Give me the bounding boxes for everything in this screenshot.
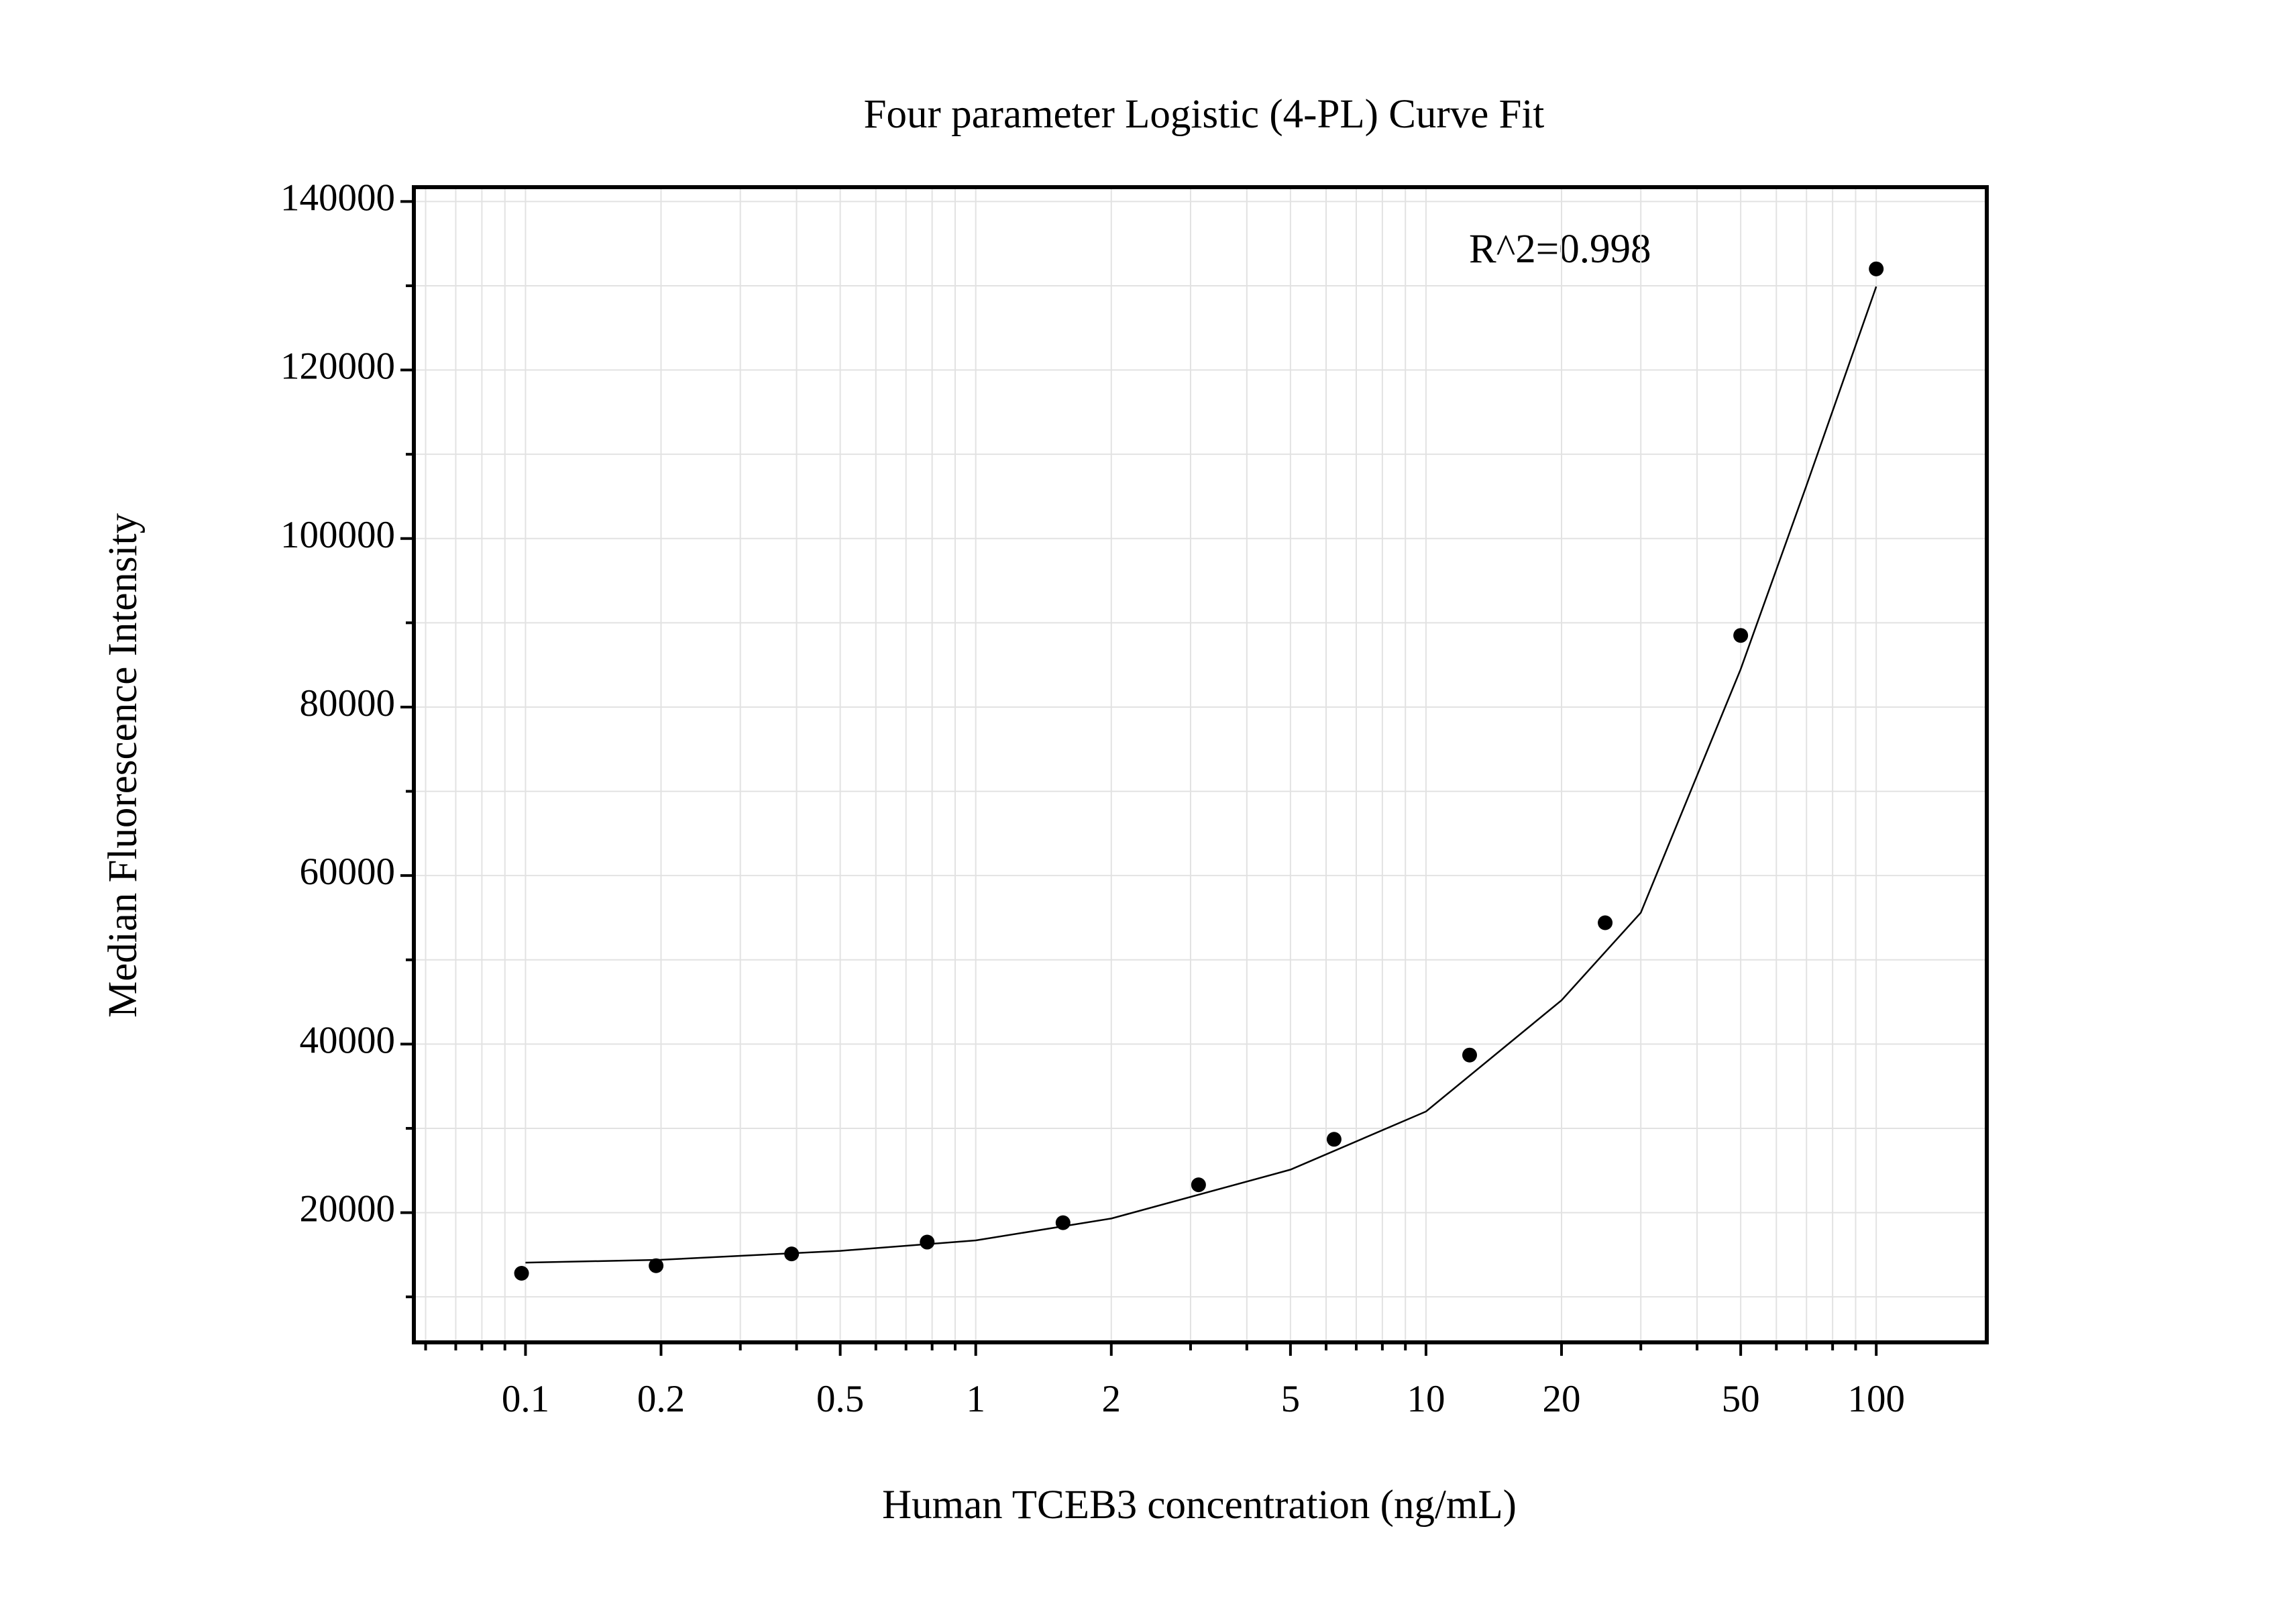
x-tick-label: 50 — [1722, 1378, 1760, 1420]
data-point — [514, 1266, 529, 1281]
y-tick-label: 120000 — [280, 345, 395, 388]
data-point — [1326, 1132, 1342, 1147]
x-tick-label: 2 — [1102, 1378, 1122, 1420]
data-point — [784, 1246, 800, 1262]
y-tick-label: 140000 — [280, 176, 395, 219]
data-point — [1462, 1047, 1477, 1063]
x-tick-label: 0.2 — [637, 1378, 685, 1420]
x-tick-label: 0.5 — [816, 1378, 864, 1420]
x-tick-label: 20 — [1543, 1378, 1581, 1420]
chart-title: Four parameter Logistic (4-PL) Curve Fit — [864, 92, 1545, 137]
y-axis-label: Median Fluorescence Intensity — [101, 513, 146, 1018]
y-tick-label: 20000 — [300, 1188, 396, 1230]
y-tick-label: 60000 — [300, 851, 396, 893]
y-tick-label: 100000 — [280, 514, 395, 556]
x-axis-label: Human TCEB3 concentration (ng/mL) — [882, 1483, 1517, 1528]
x-tick-label: 1 — [966, 1378, 985, 1420]
y-tick-label: 80000 — [300, 682, 396, 725]
data-point — [649, 1258, 664, 1273]
data-point — [1055, 1215, 1071, 1230]
annotation: R^2=0.998 — [1469, 227, 1651, 272]
plot-frame — [412, 185, 1989, 1344]
data-point — [920, 1234, 935, 1250]
x-tick-label: 10 — [1407, 1378, 1445, 1420]
x-tick-label: 5 — [1281, 1378, 1301, 1420]
x-tick-label: 100 — [1847, 1378, 1905, 1420]
y-tick-label: 40000 — [300, 1019, 396, 1061]
data-point — [1869, 261, 1884, 276]
data-point — [1733, 628, 1749, 643]
data-point — [1598, 915, 1613, 930]
x-tick-label: 0.1 — [502, 1378, 549, 1420]
fit-curve — [525, 286, 1877, 1264]
data-point — [1191, 1177, 1206, 1193]
